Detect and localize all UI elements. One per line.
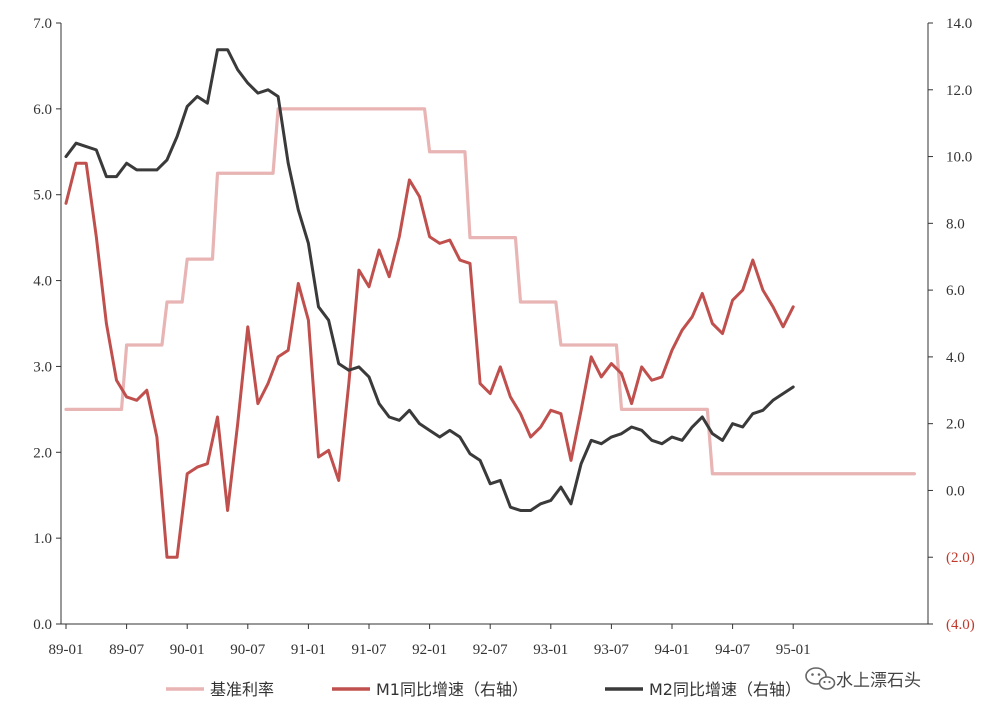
- series-line-2: [64, 48, 795, 512]
- left-tick-label: 6.0: [33, 102, 52, 118]
- x-tick-label: 89-01: [49, 642, 84, 658]
- x-tick-label: 89-07: [109, 642, 144, 658]
- x-tick-label: 94-07: [715, 642, 750, 658]
- watermark: 水上漂石头: [805, 667, 921, 691]
- wechat-icon: [805, 667, 836, 690]
- right-tick-label: 0.0: [946, 483, 965, 499]
- right-tick-label: 8.0: [946, 216, 965, 232]
- x-tick-labels: 89-01 89-07 90-01 90-07 91-01 91-07 92-01 92-07…: [49, 624, 811, 658]
- left-tick-label: 0.0: [33, 617, 52, 633]
- right-tick-label: 2.0: [946, 417, 965, 433]
- left-tick-labels: 0.0 1.0 2.0 3.0 4.0 5.0 6.0 7.0: [33, 16, 61, 633]
- left-tick-label: 5.0: [33, 188, 52, 204]
- x-tick-label: 90-07: [230, 642, 265, 658]
- right-tick-label: 12.0: [946, 83, 972, 99]
- right-tick-label: 14.0: [946, 16, 972, 32]
- x-tick-label: 95-01: [776, 642, 811, 658]
- series-line-1: [64, 161, 795, 559]
- left-tick-label: 3.0: [33, 359, 52, 375]
- x-tick-label: 90-01: [170, 642, 205, 658]
- legend-label: M1同比增速（右轴）: [376, 680, 528, 699]
- right-tick-label: (4.0): [946, 617, 975, 633]
- legend-label: M2同比增速（右轴）: [649, 680, 801, 699]
- left-tick-label: 7.0: [33, 16, 52, 32]
- left-tick-label: 1.0: [33, 531, 52, 547]
- x-tick-label: 93-07: [594, 642, 629, 658]
- series-lines: [64, 48, 917, 559]
- x-tick-label: 92-07: [473, 642, 508, 658]
- right-tick-label: 6.0: [946, 283, 965, 299]
- legend-label: 基准利率: [210, 680, 274, 699]
- right-tick-label: (2.0): [946, 550, 975, 566]
- x-tick-label: 93-01: [533, 642, 568, 658]
- series-line-0: [64, 107, 917, 476]
- legend: 基准利率 M1同比增速（右轴） M2同比增速（右轴）: [166, 680, 801, 699]
- x-tick-label: 91-07: [352, 642, 387, 658]
- chart-axes: [60, 23, 929, 625]
- right-tick-label: 10.0: [946, 150, 972, 166]
- left-tick-label: 2.0: [33, 445, 52, 461]
- x-tick-label: 94-01: [655, 642, 690, 658]
- x-tick-label: 91-01: [291, 642, 326, 658]
- left-tick-label: 4.0: [33, 274, 52, 290]
- right-tick-label: 4.0: [946, 350, 965, 366]
- right-tick-labels: (4.0) (2.0) 0.0 2.0 4.0 6.0 8.0 10.0 12.0 14.0: [928, 16, 975, 633]
- watermark-text: 水上漂石头: [836, 671, 921, 691]
- x-tick-label: 92-01: [412, 642, 447, 658]
